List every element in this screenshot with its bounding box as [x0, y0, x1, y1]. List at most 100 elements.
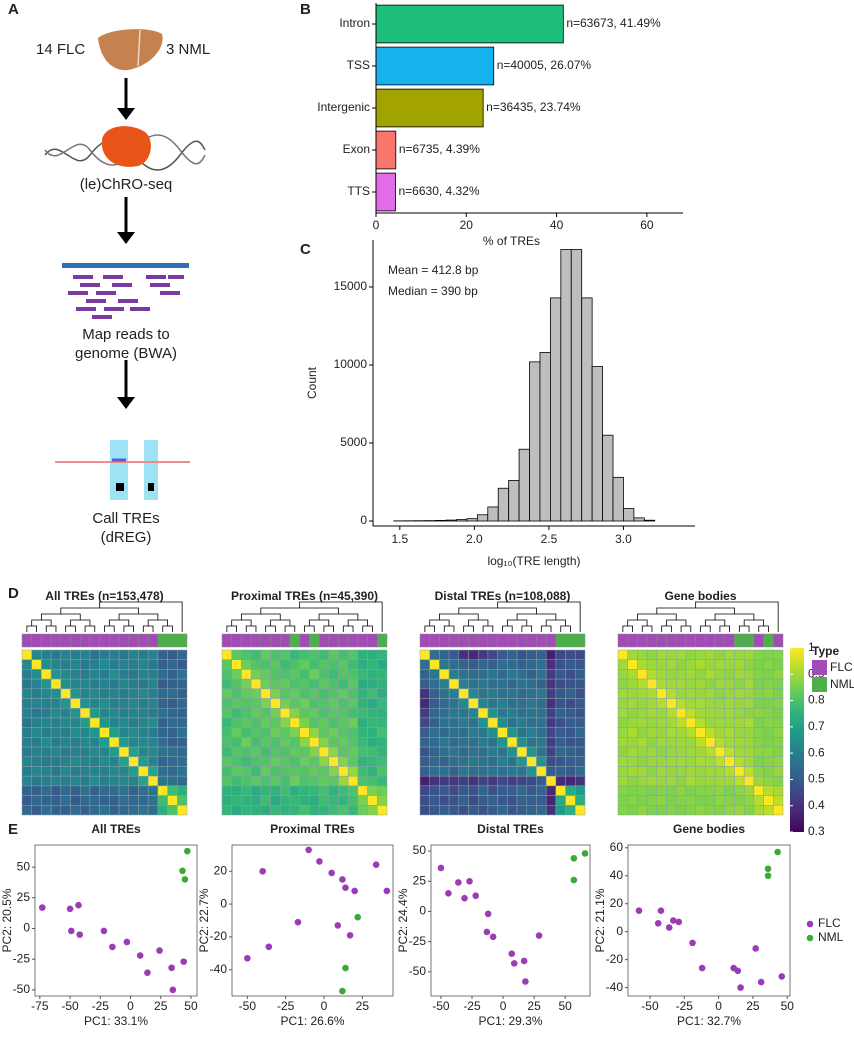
x-tick-label: -75 [31, 999, 49, 1013]
point [466, 877, 473, 885]
x-tick-label: 25 [356, 999, 370, 1013]
heatmap-cell [250, 766, 262, 777]
heatmap-cell [31, 766, 42, 777]
heatmap-cell [138, 707, 149, 719]
heatmap-cell [555, 795, 566, 806]
y-tick-label: 60 [610, 840, 624, 854]
heatmap-cell [575, 688, 586, 699]
value-label: n=6630, 4.32% [399, 184, 480, 198]
histogram-bar [539, 352, 551, 522]
heatmap-cell [627, 737, 638, 748]
heatmap-cell [241, 756, 252, 767]
heatmap-cell [419, 727, 430, 738]
heatmap-cell [685, 717, 696, 728]
heatmap-cell [157, 678, 168, 690]
heatmap-cell [89, 707, 100, 719]
x-tick-label: -50 [61, 999, 79, 1013]
heatmap-cell [309, 746, 320, 758]
sample-type [526, 633, 537, 648]
sample-type [536, 633, 547, 648]
sample-type [289, 633, 300, 648]
heatmap-cell [507, 756, 518, 767]
heatmap-cell [138, 766, 149, 777]
heatmap-cell [666, 707, 677, 719]
dendrogram [661, 625, 672, 632]
heatmap-cell [21, 775, 32, 787]
tre-call [116, 483, 124, 491]
heatmap-cell [526, 678, 537, 690]
heatmap-cell [477, 756, 489, 767]
heatmap-cell [99, 727, 110, 738]
heatmap-cell [309, 688, 320, 699]
y-tick-label: 0 [616, 924, 623, 938]
heatmap-cell [79, 805, 91, 816]
heatmap-cell [60, 756, 71, 767]
heatmap-cell [60, 688, 71, 699]
heatmap-cell [724, 707, 735, 719]
point [489, 933, 497, 941]
heatmap-cell [70, 727, 81, 738]
heatmap-cell [536, 659, 547, 670]
heatmap-cell [289, 805, 300, 816]
heatmap-cell [79, 688, 91, 699]
heatmap-cell [448, 688, 460, 699]
heatmap-cell [724, 746, 735, 758]
sample-type [487, 633, 498, 648]
heatmap-cell [637, 746, 648, 758]
heatmap-cell [565, 766, 576, 777]
heatmap-cell [60, 785, 71, 796]
colorbar-label: 0.5 [808, 772, 825, 786]
heatmap-cell [167, 678, 178, 690]
heatmap-cell [60, 727, 71, 738]
heatmap-cell [147, 717, 159, 728]
heatmap-cell [147, 746, 159, 758]
heatmap-cell [724, 717, 735, 728]
heatmap-cell [497, 717, 508, 728]
heatmap-cell [367, 785, 378, 796]
heatmap-cell [675, 727, 687, 738]
heatmap-cell [675, 766, 687, 777]
heatmap-cell [763, 737, 774, 748]
heatmap-cell [487, 727, 498, 738]
heatmap-cell [31, 678, 42, 690]
heatmap-cell [250, 775, 262, 787]
heatmap-cell [318, 746, 330, 758]
bar [375, 88, 484, 128]
heatmap-cell [79, 717, 91, 728]
sample-type [270, 633, 281, 648]
heatmap-cell [536, 795, 547, 806]
heatmap-cell [89, 737, 100, 748]
heatmap-cell [31, 707, 42, 719]
heatmap-cell [357, 678, 368, 690]
heatmap-cell [685, 756, 696, 767]
heatmap-cell [773, 659, 784, 670]
heatmap-cell [147, 795, 159, 806]
dendrogram [70, 619, 91, 626]
heatmap-cell [338, 698, 349, 709]
heatmap-cell [279, 756, 291, 767]
heatmap-cell [734, 737, 745, 748]
point [535, 932, 543, 939]
heatmap-cell [565, 756, 576, 767]
heatmap-cell [377, 737, 388, 748]
heatmap-cell [627, 707, 638, 719]
heatmap-cell [50, 669, 62, 680]
y-tick-label: 20 [214, 863, 228, 877]
heatmap-cell [309, 698, 320, 709]
genome-bar [62, 263, 189, 268]
sample-type [477, 633, 489, 648]
heatmap-cell [309, 756, 320, 767]
sample-type [646, 633, 658, 648]
histogram-bar [612, 476, 624, 522]
heatmap-cell [448, 766, 460, 777]
heatmap-cell [221, 688, 232, 699]
heatmap-cell [31, 756, 42, 767]
sample-type [357, 633, 368, 648]
heatmap-cell [79, 659, 91, 670]
heatmap-cell [50, 775, 62, 787]
heatmap-cell [555, 805, 566, 816]
heatmap-cell [367, 727, 378, 738]
heatmap-cell [714, 688, 726, 699]
heatmap-cell [60, 717, 71, 728]
heatmap-cell [41, 669, 52, 680]
